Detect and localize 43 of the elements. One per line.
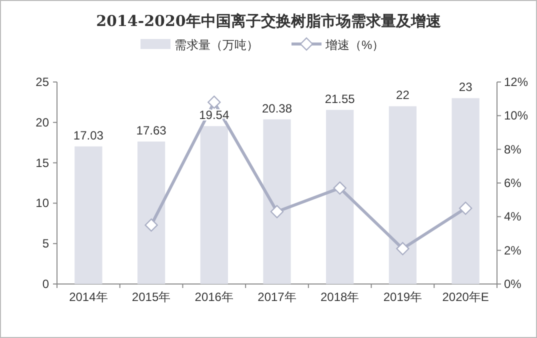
y2-tick-label: 4% bbox=[504, 210, 522, 224]
bar bbox=[263, 119, 291, 284]
y2-tick-label: 10% bbox=[504, 108, 528, 123]
y2-tick-label: 2% bbox=[504, 243, 522, 258]
data-label: 22 bbox=[396, 88, 410, 102]
bar bbox=[452, 98, 480, 284]
bar bbox=[388, 106, 417, 284]
y-tick-label: 0 bbox=[42, 277, 50, 291]
legend-label: 需求量（万吨） bbox=[174, 38, 258, 52]
data-label: 17.03 bbox=[73, 128, 104, 142]
x-tick-label: 2020年E bbox=[442, 290, 489, 304]
legend-label: 增速（%） bbox=[324, 38, 384, 52]
point bbox=[270, 205, 284, 218]
x-tick-label: 2015年 bbox=[132, 290, 171, 304]
y2-tick-label: 8% bbox=[504, 142, 522, 156]
point bbox=[144, 218, 158, 232]
bar bbox=[326, 110, 354, 284]
y2-tick-label: 12% bbox=[504, 75, 528, 89]
y-tick-label: 5 bbox=[42, 236, 50, 251]
data-label: 19.54 bbox=[199, 108, 230, 122]
point bbox=[333, 181, 346, 195]
bar bbox=[137, 142, 166, 284]
chart-title: 2014-2020年中国离子交换树脂市场需求量及增速 bbox=[96, 12, 442, 30]
point bbox=[208, 96, 221, 109]
bar bbox=[74, 146, 102, 284]
y2-tick-label: 0% bbox=[504, 277, 522, 291]
x-tick-label: 2017年 bbox=[258, 290, 296, 304]
point bbox=[458, 202, 472, 215]
bar bbox=[200, 126, 228, 284]
x-tick-label: 2018年 bbox=[320, 290, 360, 304]
point bbox=[396, 242, 410, 256]
data-label: 17.63 bbox=[136, 124, 167, 138]
y-tick-label: 10 bbox=[36, 196, 50, 210]
data-label: 21.55 bbox=[324, 92, 356, 106]
data-label: 23 bbox=[458, 80, 473, 94]
y-tick-label: 20 bbox=[36, 115, 50, 130]
x-tick-label: 2016年 bbox=[194, 290, 234, 304]
y-tick-label: 25 bbox=[36, 75, 50, 89]
x-tick-label: 2014年 bbox=[69, 290, 108, 304]
y2-tick-label: 6% bbox=[504, 176, 522, 190]
data-label: 20.38 bbox=[262, 101, 292, 116]
x-tick-label: 2019年 bbox=[383, 290, 422, 304]
y-tick-label: 15 bbox=[36, 156, 50, 170]
